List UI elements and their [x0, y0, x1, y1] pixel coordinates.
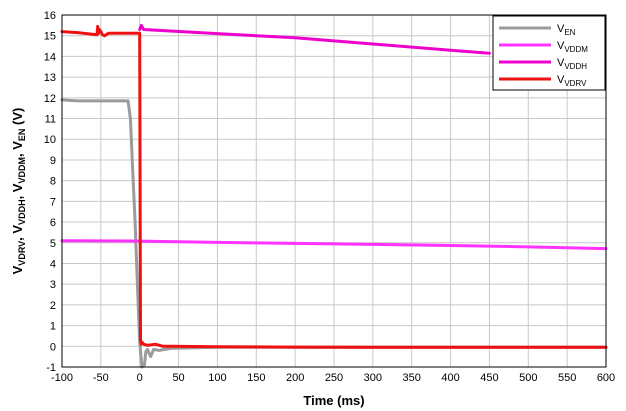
y-tick-label: 9: [50, 155, 56, 167]
y-axis-title-part: V: [10, 265, 25, 274]
x-tick-label: 550: [558, 372, 576, 384]
y-tick-label: 4: [50, 258, 56, 270]
x-axis-title: Time (ms): [303, 393, 364, 408]
y-axis-title-subscript: VDDH: [17, 199, 27, 225]
y-tick-label: -1: [46, 362, 56, 374]
legend-label-prefix: V: [557, 23, 565, 35]
series-line-vdrv: [60, 24, 608, 349]
legend-label-subscript: VDDM: [564, 45, 588, 54]
legend-label-vddh: VVDDH: [557, 57, 587, 71]
x-tick-label: 500: [519, 372, 537, 384]
legend-label-en: VEN: [557, 23, 576, 37]
y-tick-label: 7: [50, 196, 56, 208]
plot-frame: [61, 14, 607, 368]
x-tick-label: 200: [286, 372, 304, 384]
legend-label-vddm: VVDDM: [557, 40, 588, 54]
x-tick-label: -100: [51, 372, 73, 384]
y-axis-title-subscript: VDRV: [17, 241, 27, 266]
y-tick-label: 5: [50, 238, 56, 250]
legend-label-subscript: VDRV: [564, 79, 587, 88]
x-tick-label: 450: [480, 372, 498, 384]
y-axis-title-subscript: VDDM: [17, 157, 27, 184]
y-tick-label: 12: [44, 93, 56, 105]
legend-label-prefix: V: [557, 57, 565, 69]
y-tick-label: 8: [50, 176, 56, 188]
y-axis-title-part: , V: [10, 225, 25, 241]
x-tick-labels: -100 -50 0 50 100 150 200 250 300 350 400 450 500 550…: [51, 372, 615, 384]
grid-lines: [61, 14, 607, 368]
y-tick-label: 13: [44, 72, 56, 84]
x-tick-label: 50: [172, 372, 184, 384]
series-layer: [60, 23, 608, 369]
y-tick-label: 11: [45, 114, 56, 126]
x-tick-label: 600: [597, 372, 615, 384]
legend-label-prefix: V: [557, 74, 565, 86]
legend-label-prefix: V: [557, 40, 565, 52]
y-axis-title-part: (V): [10, 108, 25, 129]
y-axis-title-part: , V: [10, 141, 25, 157]
y-axis-title-part: , V: [10, 183, 25, 199]
series-line-vddh: [138, 23, 491, 55]
y-tick-label: 0: [50, 341, 56, 353]
x-tick-label: 400: [441, 372, 459, 384]
x-tick-label: 0: [137, 372, 143, 384]
y-tick-label: 14: [44, 51, 56, 63]
y-tick-label: 2: [50, 300, 56, 312]
y-tick-label: 1: [50, 321, 56, 333]
x-tick-label: 350: [403, 372, 421, 384]
legend-label-vdrv: VVDRV: [557, 74, 587, 88]
x-tick-label: -50: [93, 372, 109, 384]
y-tick-label: 6: [50, 217, 56, 229]
y-tick-label: 3: [50, 279, 56, 291]
y-tick-label: 16: [44, 10, 56, 22]
legend-label-subscript: EN: [564, 28, 575, 37]
x-tick-label: 300: [364, 372, 382, 384]
x-tick-label: 150: [247, 372, 265, 384]
series-line-vddm: [60, 239, 608, 251]
y-axis-title-subscript: EN: [17, 129, 27, 142]
x-tick-label: 250: [325, 372, 343, 384]
y-tick-label: 15: [44, 31, 56, 43]
x-tick-label: 100: [208, 372, 226, 384]
legend-label-subscript: VDDH: [564, 62, 587, 71]
y-tick-label: 10: [44, 134, 56, 146]
y-axis-title: VVDRV, VVDDH, VVDDM, VEN (V): [10, 108, 27, 275]
